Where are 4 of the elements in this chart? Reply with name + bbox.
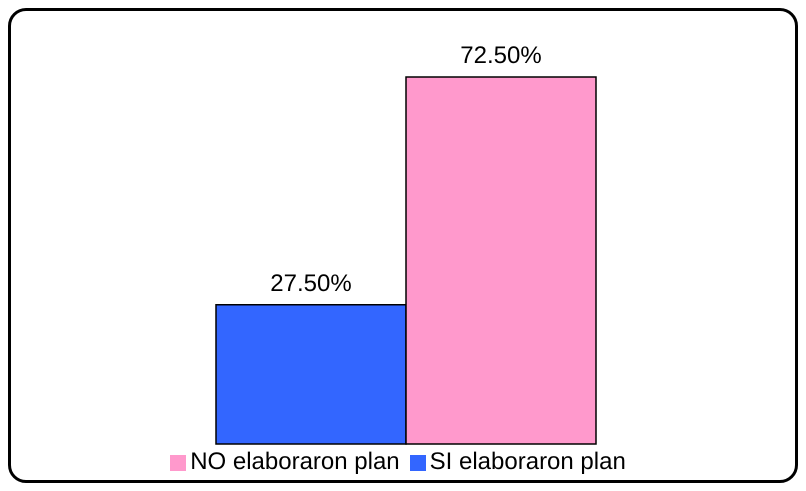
- data-label: 72.50%: [460, 42, 542, 69]
- legend-label: NO elaboraron plan: [190, 448, 400, 475]
- legend-label: SI elaboraron plan: [430, 448, 626, 475]
- data-label: 27.50%: [270, 270, 352, 297]
